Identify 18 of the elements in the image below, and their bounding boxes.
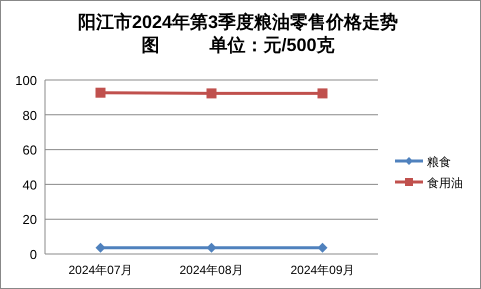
y-tick-label: 100 [15, 73, 37, 88]
y-tick-label: 60 [22, 142, 37, 158]
point [318, 242, 328, 253]
x-tick-label: 2024年07月 [68, 263, 133, 277]
chart-title: 阳江市2024年第3季度粮油零售价格走势图 单位：元/500克 [78, 12, 398, 55]
point [96, 88, 106, 98]
point [206, 242, 216, 253]
point [318, 88, 328, 98]
legend-label: 粮食 [427, 155, 451, 169]
x-tick-label: 2024年09月 [290, 263, 355, 277]
legend-label: 食用油 [427, 176, 463, 190]
y-tick-label: 80 [22, 108, 37, 123]
point [206, 88, 216, 98]
y-tick-label: 40 [22, 177, 37, 192]
y-tick-label: 0 [30, 247, 37, 262]
x-tick-label: 2024年08月 [179, 263, 244, 277]
point [96, 242, 106, 253]
y-tick-label: 20 [22, 212, 37, 228]
